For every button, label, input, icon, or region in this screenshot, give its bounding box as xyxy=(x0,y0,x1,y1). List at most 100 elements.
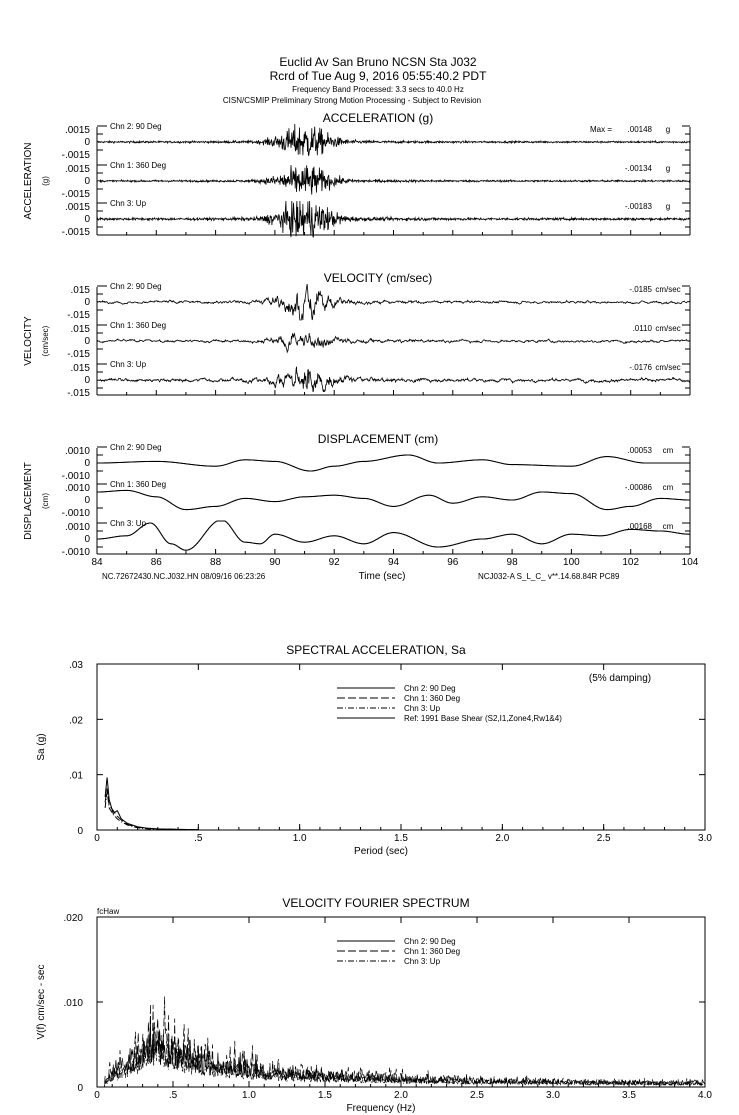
fourier-series-3 xyxy=(97,1037,706,1088)
fourier-title: VELOCITY FOURIER SPECTRUM xyxy=(282,896,469,910)
header-station: Euclid Av San Bruno NCSN Sta J032 xyxy=(279,55,477,69)
fourier-series-2 xyxy=(97,996,706,1088)
spectral-x-tick-label: 2.5 xyxy=(597,833,611,844)
velocity-peak-unit: cm/sec xyxy=(655,285,680,294)
displacement-peak-unit: cm xyxy=(663,483,674,492)
acceleration-ytick-zero: 0 xyxy=(84,137,90,148)
acceleration-ytick-zero: 0 xyxy=(84,176,90,187)
velocity-peak-value: -.0176 xyxy=(629,363,652,372)
time-axis-tick-label: 94 xyxy=(388,557,400,568)
spectral-series-1 xyxy=(104,777,199,831)
spectral-legend-label: Chn 2: 90 Deg xyxy=(404,684,456,693)
velocity-peak-value: -.0185 xyxy=(629,285,652,294)
spectral-y-label: Sa (g) xyxy=(36,733,47,760)
acceleration-peak-unit: g xyxy=(666,125,670,134)
fourier-x-tick-label: .5 xyxy=(169,1090,178,1101)
spectral-x-tick-label: 2.0 xyxy=(495,833,509,844)
velocity-trace-2 xyxy=(96,332,691,354)
displacement-channel-label: Chn 2: 90 Deg xyxy=(110,443,162,452)
fourier-x-label: Frequency (Hz) xyxy=(347,1103,416,1114)
displacement-peak-value: .00053 xyxy=(628,446,653,455)
velocity-y-label: VELOCITY xyxy=(23,316,34,366)
fourier-legend-label: Chn 3: Up xyxy=(404,957,441,966)
spectral-x-tick-label: 1.5 xyxy=(394,833,408,844)
fourier-legend-label: Chn 2: 90 Deg xyxy=(404,937,456,946)
velocity-channel-label: Chn 1: 360 Deg xyxy=(110,321,166,330)
spectral-y-tick-label: .02 xyxy=(69,715,83,726)
fourier-x-tick-label: 1.5 xyxy=(318,1090,332,1101)
spectral-x-tick-label: 1.0 xyxy=(293,833,307,844)
velocity-ytick-bottom: -.015 xyxy=(67,388,90,399)
displacement-peak-unit: cm xyxy=(663,446,674,455)
fourier-x-tick-label: 4.0 xyxy=(698,1090,712,1101)
acceleration-max-prefix: Max = xyxy=(590,125,612,134)
displacement-ytick-zero: 0 xyxy=(84,458,90,469)
acceleration-trace-3 xyxy=(96,200,691,238)
spectral-y-tick-label: .01 xyxy=(69,771,83,782)
spectral-legend-label: Chn 1: 360 Deg xyxy=(404,694,460,703)
displacement-trace-2 xyxy=(97,489,690,511)
displacement-y-unit: (cm) xyxy=(41,493,50,509)
acceleration-ytick-top: .0015 xyxy=(65,202,90,213)
displacement-trace-3 xyxy=(97,520,690,551)
displacement-ytick-bottom: -.0010 xyxy=(62,508,91,519)
fourier-x-tick-label: 3.0 xyxy=(546,1090,560,1101)
acceleration-peak-value: .00148 xyxy=(628,125,653,134)
acceleration-panel xyxy=(96,123,691,238)
velocity-ytick-top: .015 xyxy=(71,324,91,335)
displacement-trace-1 xyxy=(97,454,690,472)
time-axis-tick-label: 100 xyxy=(563,557,580,568)
velocity-ytick-bottom: -.015 xyxy=(67,349,90,360)
displacement-ytick-top: .0010 xyxy=(65,522,90,533)
acceleration-trace-2 xyxy=(96,165,691,195)
displacement-peak-value: .00168 xyxy=(628,522,653,531)
time-axis-tick-label: 102 xyxy=(622,557,639,568)
time-axis-tick-label: 92 xyxy=(329,557,341,568)
velocity-ytick-zero: 0 xyxy=(84,297,90,308)
time-axis-tick-label: 98 xyxy=(507,557,519,568)
spectral-series-2 xyxy=(104,788,199,831)
displacement-peak-unit: cm xyxy=(663,522,674,531)
acceleration-title: ACCELERATION (g) xyxy=(323,111,433,125)
displacement-channel-label: Chn 3: Up xyxy=(110,519,147,528)
fourier-y-tick-label: .020 xyxy=(64,913,84,924)
displacement-ytick-bottom: -.0010 xyxy=(62,547,91,558)
fourier-y-tick-label: .010 xyxy=(64,998,84,1009)
time-axis-tick-label: 96 xyxy=(447,557,459,568)
spectral-x-tick-label: 3.0 xyxy=(698,833,712,844)
time-axis-tick-label: 88 xyxy=(210,557,222,568)
displacement-panel xyxy=(97,454,690,551)
footer-processing-id: NCJ032-A S_L_C_ v**.14.68.84R PC89 xyxy=(478,572,620,581)
acceleration-peak-unit: g xyxy=(666,164,670,173)
spectral-y-tick-label: 0 xyxy=(77,826,83,837)
velocity-peak-value: .0110 xyxy=(633,324,653,333)
spectral-y-tick-label: .03 xyxy=(69,660,83,671)
fourier-x-tick-label: 3.5 xyxy=(622,1090,636,1101)
spectral-series-3 xyxy=(104,791,199,831)
acceleration-ytick-top: .0015 xyxy=(65,125,90,136)
displacement-y-label: DISPLACEMENT xyxy=(23,462,34,540)
time-axis-tick-label: 86 xyxy=(151,557,163,568)
fourier-x-tick-label: 0 xyxy=(94,1090,100,1101)
acceleration-channel-label: Chn 3: Up xyxy=(110,199,147,208)
fourier-y-tick-label: 0 xyxy=(77,1083,83,1094)
time-axis-tick-label: 104 xyxy=(682,557,699,568)
acceleration-ytick-bottom: -.0015 xyxy=(62,227,91,238)
header-processing-note: CISN/CSMIP Preliminary Strong Motion Pro… xyxy=(223,96,481,105)
velocity-peak-unit: cm/sec xyxy=(655,363,680,372)
displacement-channel-label: Chn 1: 360 Deg xyxy=(110,480,166,489)
acceleration-trace-1 xyxy=(96,123,691,156)
acceleration-peak-value: -.00183 xyxy=(625,202,653,211)
acceleration-y-unit: (g) xyxy=(41,176,50,186)
header-frequency-band: Frequency Band Processed: 3.3 secs to 40… xyxy=(292,85,464,94)
acceleration-ytick-top: .0015 xyxy=(65,164,90,175)
time-axis-tick-label: 84 xyxy=(91,557,103,568)
displacement-ytick-top: .0010 xyxy=(65,446,90,457)
fourier-x-tick-label: 2.5 xyxy=(470,1090,484,1101)
velocity-ytick-bottom: -.015 xyxy=(67,310,90,321)
spectral-damping-note: (5% damping) xyxy=(589,673,651,684)
spectral-plot-frame xyxy=(96,663,706,831)
velocity-ytick-top: .015 xyxy=(71,363,91,374)
spectral-legend-label: Ref: 1991 Base Shear (S2,I1,Zone4,Rw1&4) xyxy=(404,714,562,723)
